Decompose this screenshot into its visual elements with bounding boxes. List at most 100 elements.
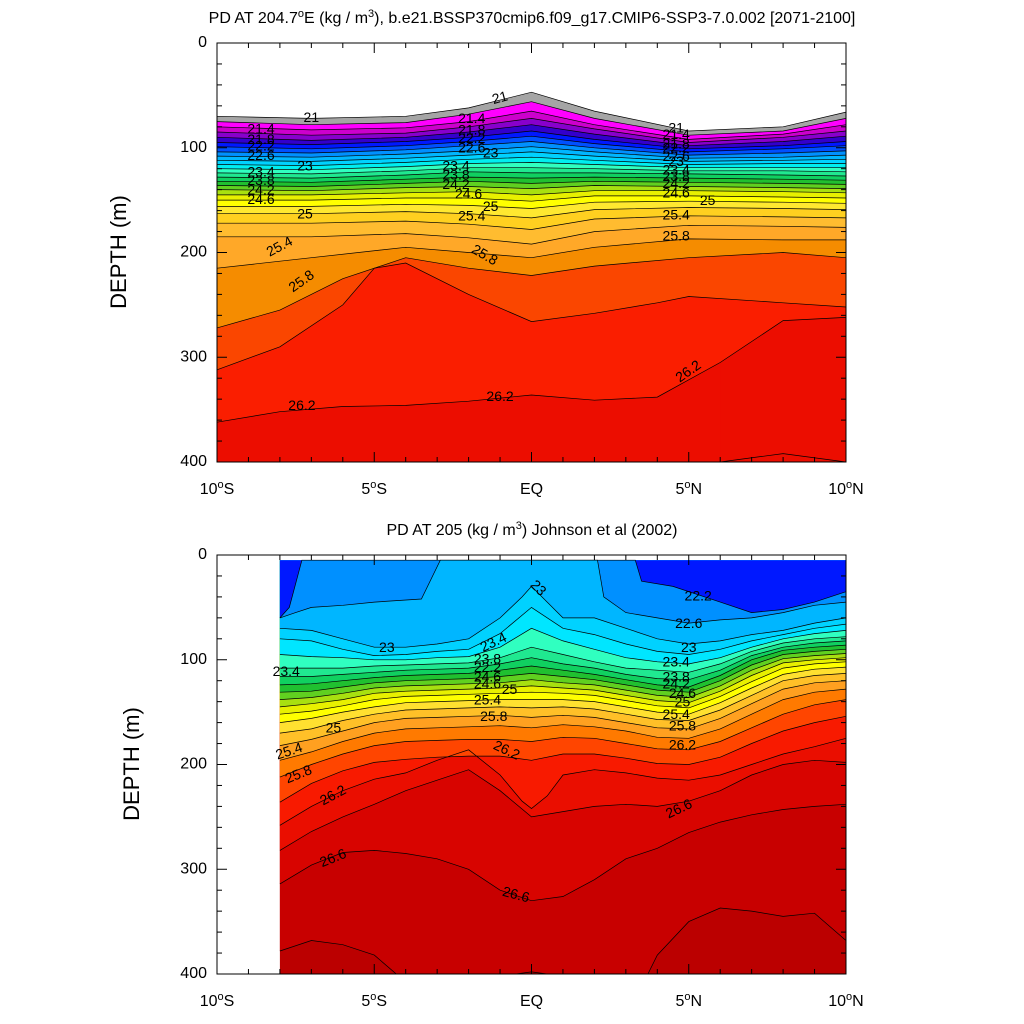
contour-label: 24.6: [474, 668, 501, 684]
contour-label: 21.8: [458, 122, 485, 138]
contour-line-26: [216, 262, 847, 371]
contour-line-24.8: [217, 200, 847, 209]
contour-label: 26.2: [669, 736, 696, 752]
contour-line-24.6: [279, 657, 847, 708]
contour-label: 23: [483, 145, 499, 161]
contour-label: 24.6: [663, 185, 690, 201]
contour-line-25.4: [279, 680, 847, 746]
x-tick-label: 10oN: [828, 991, 863, 1010]
contour-label: 25: [483, 198, 499, 214]
contour-label: 22.6: [458, 140, 485, 156]
contour-label: 22.2: [685, 588, 712, 604]
contour-line-26.6: [279, 803, 847, 902]
contour-line-26: [279, 715, 847, 803]
contour-label: 25: [502, 681, 518, 697]
contour-line-24.2: [216, 185, 847, 192]
contour-label: 26.2: [288, 397, 315, 413]
contour-label: 25.8: [480, 708, 507, 724]
contour-label: 26.2: [486, 388, 513, 404]
contour-label: 24.2: [247, 181, 274, 197]
contour-label: 21.8: [663, 135, 690, 151]
y-tick-label: 300: [180, 860, 207, 877]
contour-fill-empty: [217, 43, 846, 131]
contour-line-21.2: [216, 101, 847, 136]
contour-line-24.8: [279, 661, 847, 715]
contour-label: 25: [326, 720, 342, 736]
contour-line-22.8: [216, 151, 847, 162]
lower-panel-title: PD AT 205 (kg / m3) Johnson et al (2002): [386, 520, 677, 539]
contour-label: 25: [297, 205, 313, 221]
contour-line-22.6: [279, 559, 847, 624]
contour-line-22.6: [216, 146, 847, 159]
contour-label: 23.4: [273, 663, 300, 679]
contour-line-24: [216, 180, 847, 187]
contour-line-23.8: [279, 640, 847, 681]
y-tick-label: 300: [180, 348, 207, 365]
contour-line-26.4: [279, 759, 847, 851]
contour-line-23.8: [216, 176, 847, 183]
y-tick-label: 400: [180, 965, 207, 982]
contour-label: 21.4: [663, 126, 690, 142]
x-tick-label: 5oS: [361, 479, 387, 498]
contour-label: 25.8: [669, 717, 696, 733]
contour-label: 23.8: [442, 167, 469, 183]
contour-line-23.6: [216, 171, 847, 179]
contour-fill-22.2: [279, 560, 846, 618]
y-tick-label: 0: [198, 546, 207, 563]
contour-label: 24.2: [663, 175, 690, 191]
contour-label: 25.4: [663, 207, 690, 223]
x-tick-label: EQ: [520, 481, 543, 498]
upper-panel-title: PD AT 204.7oE (kg / m3), b.e21.BSSP370cm…: [209, 8, 856, 27]
contour-line-25.8: [216, 252, 847, 329]
y-tick-label: 200: [180, 244, 207, 261]
contour-label: 25: [675, 693, 691, 709]
contour-label: 24.6: [247, 191, 274, 207]
contour-label: 24.2: [442, 176, 469, 192]
contour-label: 23.4: [663, 161, 690, 177]
contour-label: 21: [304, 109, 320, 125]
contour-line-24.2: [279, 648, 847, 693]
contour-label: 23: [297, 157, 313, 173]
contour-line-25: [279, 666, 847, 723]
contour-line-25.6: [279, 688, 847, 761]
contour-label: 23: [681, 639, 697, 655]
upper-y-axis-label: DEPTH (m): [106, 195, 131, 309]
contour-label: 26.6: [501, 883, 532, 906]
lower-panel: PD AT 205 (kg / m3) Johnson et al (2002)…: [119, 520, 864, 1010]
contour-line-23.2: [216, 162, 846, 171]
contour-line-23.6: [279, 636, 847, 673]
contour-label: 24.6: [455, 186, 482, 202]
contour-label: 21.4: [247, 121, 274, 137]
y-tick-label: 200: [180, 756, 207, 773]
contour-line-24.4: [217, 190, 847, 196]
contour-line-23: [279, 585, 847, 648]
contour-label: 22.2: [663, 140, 690, 156]
contour-line-23.2: [279, 606, 847, 656]
contour-line-24.4: [279, 653, 847, 700]
contour-line-25.2: [279, 673, 847, 734]
y-tick-label: 100: [180, 651, 207, 668]
x-tick-label: 10oS: [200, 991, 235, 1010]
contour-line-21.8: [216, 124, 847, 147]
lower-contour-lines: [279, 559, 847, 975]
contour-label: 23: [379, 639, 395, 655]
contour-line-22.2: [216, 135, 847, 153]
contour-label: 22.2: [458, 130, 485, 146]
contour-label: 21.4: [458, 110, 485, 126]
contour-line-23.4: [216, 167, 847, 175]
contour-label: 21: [668, 120, 684, 136]
contour-line-21.4: [216, 110, 847, 140]
contour-line-25.8: [279, 699, 847, 778]
lower-contour-fills: [279, 560, 846, 974]
contour-label: 25.4: [474, 691, 501, 707]
contour-label: 22.6: [663, 148, 690, 164]
contour-label: 23: [668, 153, 684, 169]
contour-label: 21: [490, 87, 509, 107]
contour-label: 22.2: [247, 137, 274, 153]
contour-line-23: [216, 156, 846, 166]
y-tick-label: 400: [180, 453, 207, 470]
contour-line-22.4: [216, 141, 847, 156]
lower-axes: 0 100 200 300 400 10oS 5oS EQ 5oN 10oN: [180, 546, 863, 1010]
